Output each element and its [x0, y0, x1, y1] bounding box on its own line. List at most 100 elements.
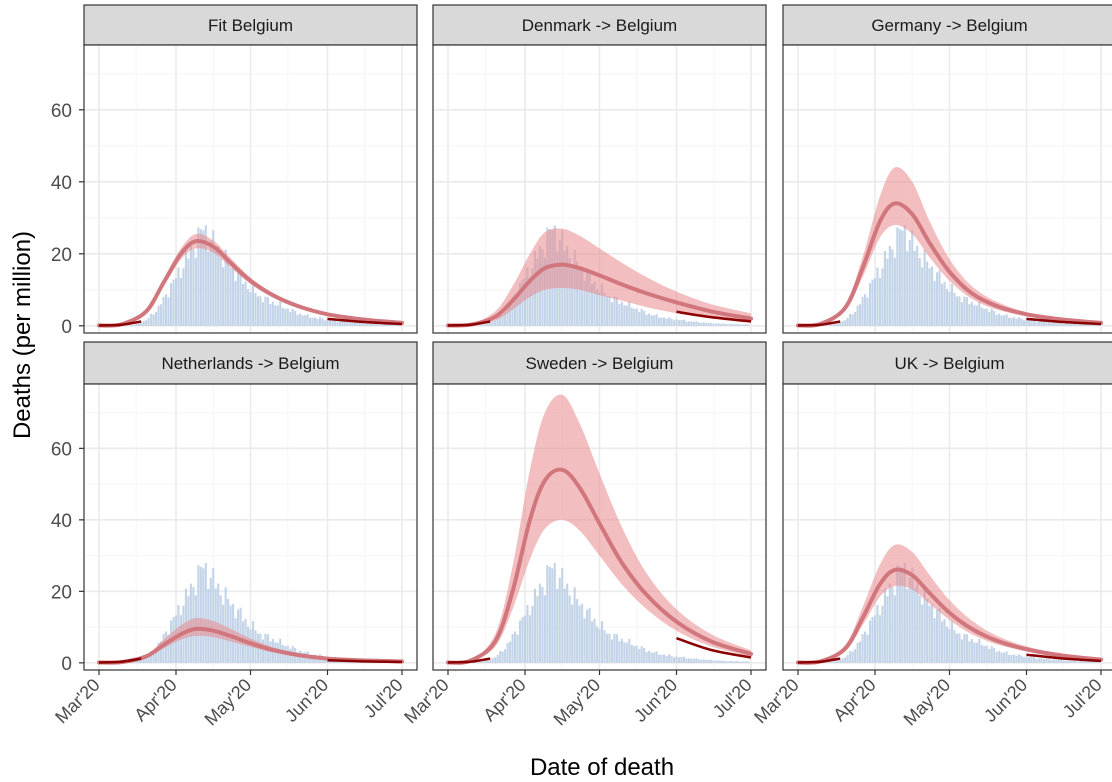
daily-deaths-bar: [157, 642, 160, 663]
daily-deaths-bar: [931, 603, 934, 663]
daily-deaths-bar: [551, 568, 554, 663]
daily-deaths-bar: [244, 281, 247, 326]
daily-deaths-bar: [481, 324, 484, 326]
daily-deaths-bar: [744, 661, 748, 663]
daily-deaths-bar: [526, 604, 529, 663]
daily-deaths-bar: [343, 321, 346, 326]
daily-deaths-bar: [489, 659, 492, 663]
daily-deaths-bar: [336, 321, 339, 326]
daily-deaths-bar: [506, 642, 509, 663]
daily-deaths-bar: [744, 324, 748, 326]
daily-deaths-bar: [318, 317, 322, 326]
x-tick-label: Mar'20: [400, 675, 453, 728]
daily-deaths-bar: [351, 322, 354, 326]
daily-deaths-bar: [1003, 652, 1006, 663]
daily-deaths-bar: [1037, 658, 1040, 663]
daily-deaths-bar: [717, 660, 720, 663]
y-axis: 0 20 40 60 0 20 40 60: [51, 101, 72, 675]
daily-deaths-bar: [588, 607, 591, 663]
daily-deaths-bar: [1082, 661, 1085, 663]
daily-deaths-bar: [132, 324, 135, 326]
daily-deaths-bar: [906, 251, 909, 326]
daily-deaths-bar: [296, 652, 299, 663]
daily-deaths-bar: [261, 302, 264, 326]
daily-deaths-bar: [476, 662, 479, 663]
daily-deaths-bar: [358, 322, 361, 326]
panel-border: [782, 44, 1112, 334]
daily-deaths-bar: [938, 607, 941, 663]
daily-deaths-bar: [610, 302, 613, 326]
daily-deaths-bar: [341, 321, 344, 326]
daily-deaths-bar: [378, 324, 381, 326]
daily-deaths-bar: [1075, 324, 1078, 326]
daily-deaths-bar: [1017, 317, 1021, 326]
x-tick-label: May'20: [550, 675, 605, 730]
facet-title: Fit Belgium: [208, 16, 293, 35]
fit-line: [446, 467, 753, 665]
daily-deaths-bar: [169, 283, 173, 326]
daily-deaths-bar: [516, 634, 519, 663]
daily-deaths-bar: [496, 317, 499, 326]
daily-deaths-bar: [481, 661, 484, 663]
daily-deaths-bar: [241, 284, 245, 326]
daily-deaths-bar: [528, 277, 532, 326]
daily-deaths-bar: [620, 638, 623, 663]
daily-deaths-bar: [988, 649, 991, 663]
daily-deaths-bar: [516, 297, 519, 326]
daily-deaths-bar: [635, 308, 638, 326]
daily-deaths-bar: [831, 661, 834, 663]
daily-deaths-bar: [988, 311, 991, 326]
daily-deaths-bar: [600, 621, 604, 663]
daily-deaths-bar: [911, 230, 914, 326]
daily-deaths-bar: [199, 229, 202, 326]
daily-deaths-bar: [893, 595, 896, 663]
y-tick-label: 20: [51, 245, 72, 266]
baseline-line-start: [797, 657, 841, 664]
daily-deaths-bar: [256, 296, 260, 326]
daily-deaths-bar: [212, 568, 215, 663]
daily-deaths-bar: [864, 631, 867, 663]
daily-deaths-bar: [896, 565, 899, 663]
baseline-line-start: [447, 320, 491, 327]
observed-bars: [122, 225, 401, 326]
daily-deaths-bar: [891, 586, 894, 663]
daily-deaths-bar: [928, 605, 931, 663]
daily-deaths-bar: [995, 314, 998, 326]
daily-deaths-bar: [509, 304, 512, 326]
daily-deaths-bar: [486, 322, 489, 326]
daily-deaths-bar: [271, 301, 274, 326]
daily-deaths-bar: [873, 615, 877, 663]
daily-deaths-bar: [286, 308, 289, 326]
daily-deaths-bar: [130, 324, 133, 326]
daily-deaths-bar: [1072, 660, 1075, 663]
daily-deaths-bar: [643, 648, 646, 663]
daily-deaths-bar: [1087, 661, 1090, 663]
daily-deaths-bar: [232, 266, 235, 326]
daily-deaths-bar: [1025, 656, 1028, 663]
daily-deaths-bar: [720, 323, 723, 326]
daily-deaths-bar: [945, 626, 949, 663]
x-tick-label: Apr'20: [130, 675, 181, 726]
daily-deaths-bar: [234, 280, 237, 326]
daily-deaths-bar: [864, 294, 867, 326]
daily-deaths-bar: [150, 313, 153, 326]
daily-deaths-bar: [1032, 319, 1035, 326]
daily-deaths-bar: [484, 323, 487, 326]
daily-deaths-bar: [672, 657, 676, 663]
daily-deaths-bar: [680, 657, 683, 663]
daily-deaths-bar: [501, 651, 504, 663]
daily-deaths-bar: [338, 321, 341, 326]
daily-deaths-bar: [901, 568, 904, 663]
daily-deaths-bar: [553, 563, 556, 663]
daily-deaths-bar: [514, 631, 517, 663]
daily-deaths-bar: [663, 654, 666, 663]
daily-deaths-bar: [249, 292, 252, 326]
daily-deaths-bar: [965, 634, 968, 663]
daily-deaths-bar: [486, 659, 489, 663]
daily-deaths-bar: [1008, 654, 1011, 663]
daily-deaths-bar: [888, 583, 891, 663]
daily-deaths-bar: [314, 317, 317, 326]
daily-deaths-bar: [1092, 661, 1095, 663]
daily-deaths-bar: [140, 659, 143, 663]
daily-deaths-bar: [276, 305, 279, 326]
